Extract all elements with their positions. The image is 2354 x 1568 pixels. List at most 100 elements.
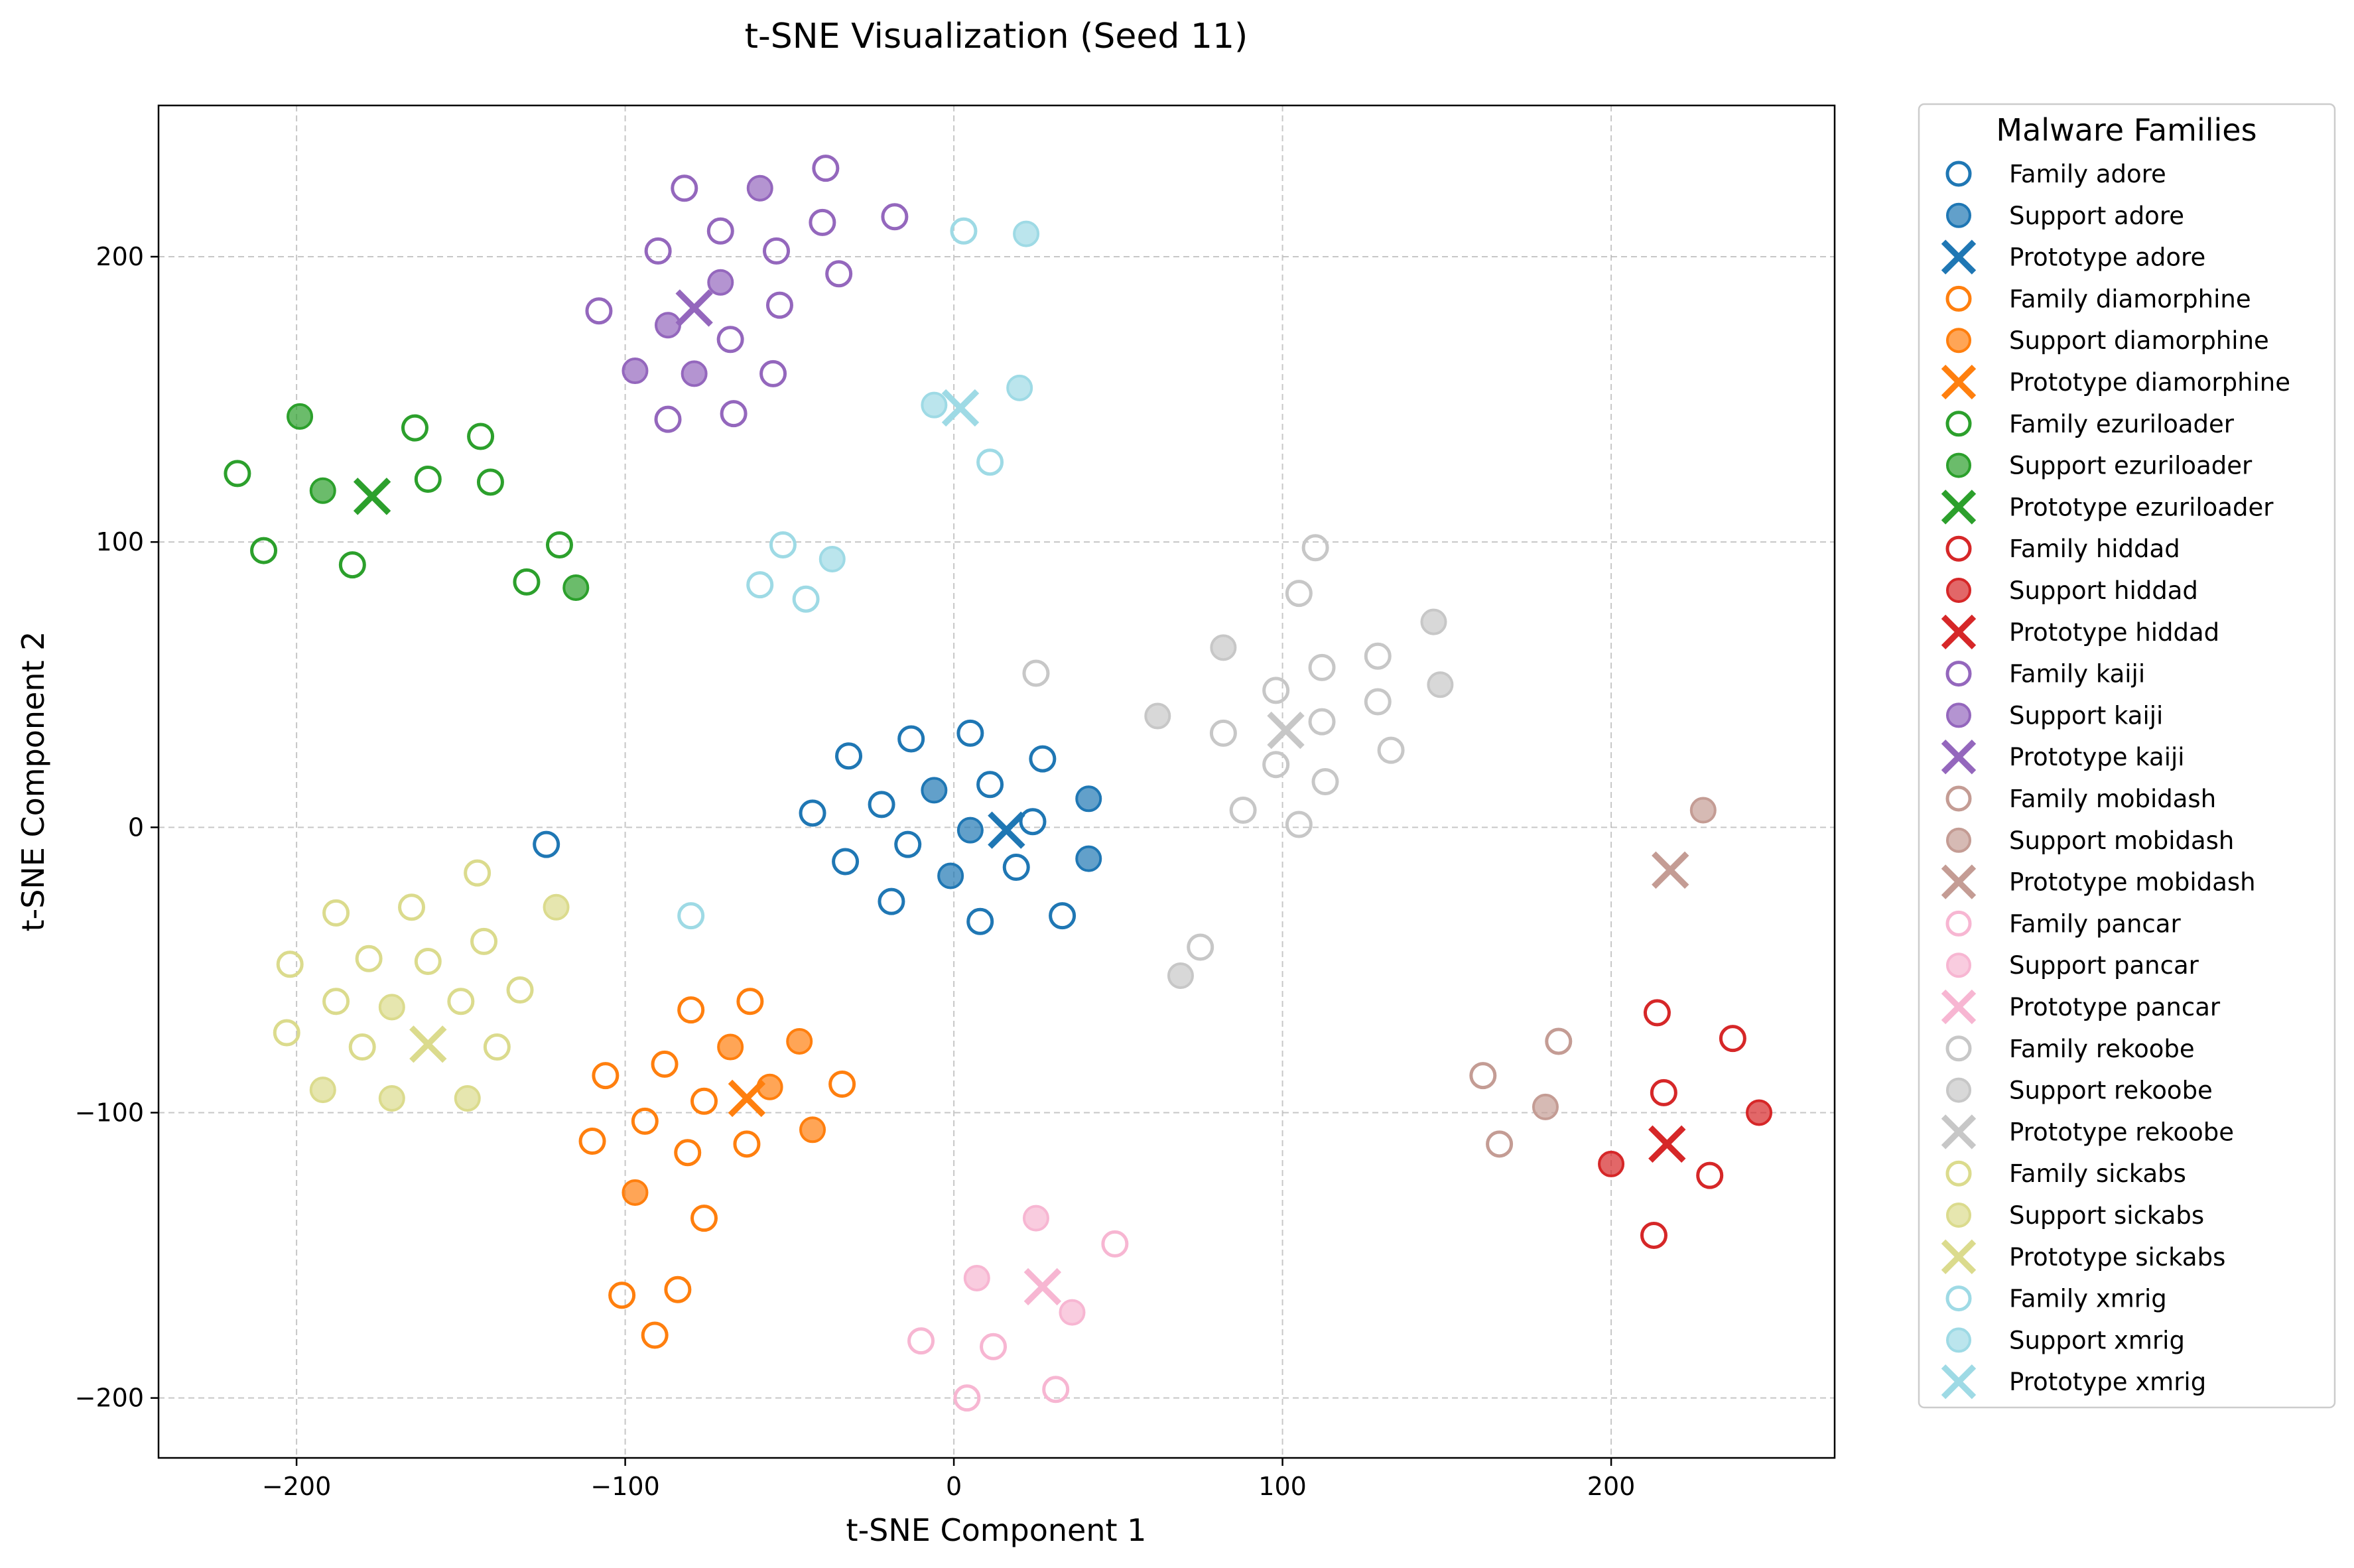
family-point-xmrig xyxy=(950,217,978,245)
x-tick-label: 0 xyxy=(946,1472,962,1501)
family-point-sickabs xyxy=(414,948,442,976)
support-point-diamorphine xyxy=(799,1116,826,1143)
family-point-ezuriloader xyxy=(401,414,428,442)
family-point-xmrig xyxy=(792,585,820,613)
legend-marker xyxy=(1945,161,1972,187)
support-point-rekoobe xyxy=(1420,608,1447,635)
support-point-diamorphine xyxy=(621,1179,649,1206)
legend-label: Support pancar xyxy=(2009,951,2199,980)
x-tick-label: −100 xyxy=(590,1472,659,1501)
family-point-pancar xyxy=(980,1333,1008,1360)
legend-marker xyxy=(1945,285,1972,312)
support-point-kaiji xyxy=(746,174,773,202)
family-point-adore xyxy=(832,848,860,876)
legend-marker xyxy=(1945,785,1972,812)
legend-label: Family diamorphine xyxy=(2009,285,2251,313)
family-point-xmrig xyxy=(769,531,797,558)
support-point-pancar xyxy=(1059,1299,1086,1326)
legend-marker xyxy=(1945,910,1972,937)
legend-marker xyxy=(1941,614,1977,649)
legend-family-rekoobe: Family rekoobe xyxy=(1945,1035,2195,1063)
prototype-marker-mobidash xyxy=(1652,851,1689,889)
legend-support-mobidash: Support mobidash xyxy=(1946,826,2234,855)
family-point-sickabs xyxy=(483,1033,511,1061)
prototype-marker-sickabs xyxy=(409,1025,447,1063)
support-point-hiddad xyxy=(1746,1099,1773,1126)
legend-marker xyxy=(1946,452,1971,478)
legend-marker xyxy=(1945,1035,1972,1062)
legend-family-sickabs: Family sickabs xyxy=(1945,1159,2186,1188)
legend-marker xyxy=(1941,239,1977,275)
legend-label: Prototype sickabs xyxy=(2009,1243,2225,1272)
legend-support-adore: Support adore xyxy=(1946,202,2184,230)
legend-label: Support ezuriloader xyxy=(2009,452,2253,480)
family-point-sickabs xyxy=(398,893,426,921)
legend-marker xyxy=(1945,661,1972,687)
family-point-adore xyxy=(956,719,984,747)
family-point-ezuriloader xyxy=(513,568,541,596)
family-point-ezuriloader xyxy=(338,551,366,579)
family-point-adore xyxy=(835,742,863,770)
legend-label: Prototype rekoobe xyxy=(2009,1118,2234,1146)
legend-family-adore: Family adore xyxy=(1945,160,2166,188)
legend-label: Family pancar xyxy=(2009,909,2181,938)
series-ezuriloader xyxy=(224,403,590,601)
prototype-marker-xmrig xyxy=(941,389,980,427)
legend-prototype-sickabs: Prototype sickabs xyxy=(1941,1239,2225,1274)
plot-area xyxy=(224,155,1773,1412)
legend-label: Support adore xyxy=(2009,202,2184,230)
family-point-kaiji xyxy=(706,217,734,245)
family-point-mobidash xyxy=(1469,1062,1497,1090)
family-point-sickabs xyxy=(447,988,475,1015)
legend-prototype-kaiji: Prototype kaiji xyxy=(1941,740,2185,775)
support-point-mobidash xyxy=(1532,1093,1559,1120)
legend-label: Prototype kaiji xyxy=(2009,743,2185,771)
family-point-hiddad xyxy=(1643,999,1671,1027)
legend-marker xyxy=(1941,864,1977,899)
legend-family-kaiji: Family kaiji xyxy=(1945,660,2145,688)
family-point-sickabs xyxy=(470,927,498,955)
legend-support-sickabs: Support sickabs xyxy=(1946,1201,2204,1230)
family-point-pancar xyxy=(1101,1230,1129,1258)
legend-label: Family hiddad xyxy=(2009,535,2180,563)
legend-family-hiddad: Family hiddad xyxy=(1945,535,2180,563)
family-point-ezuriloader xyxy=(250,537,278,564)
series-sickabs xyxy=(273,859,570,1112)
series-adore xyxy=(533,719,1102,935)
family-point-xmrig xyxy=(976,448,1004,476)
legend-support-pancar: Support pancar xyxy=(1946,951,2199,980)
family-point-kaiji xyxy=(716,326,744,354)
family-point-kaiji xyxy=(671,174,698,202)
legend-prototype-mobidash: Prototype mobidash xyxy=(1941,864,2256,899)
legend-label: Prototype mobidash xyxy=(2009,868,2256,897)
legend-label: Family xmrig xyxy=(2009,1285,2167,1313)
support-point-rekoobe xyxy=(1167,962,1194,990)
family-point-rekoobe xyxy=(1285,811,1313,838)
family-point-diamorphine xyxy=(651,1050,679,1078)
support-point-kaiji xyxy=(707,269,734,296)
y-tick-label: −200 xyxy=(75,1384,144,1413)
family-point-rekoobe xyxy=(1209,719,1237,747)
support-point-adore xyxy=(937,862,964,889)
y-tick-label: 0 xyxy=(128,813,144,842)
series-xmrig xyxy=(677,217,1040,930)
legend-support-hiddad: Support hiddad xyxy=(1946,576,2198,605)
family-point-rekoobe xyxy=(1308,653,1336,681)
legend: Malware Families Family adore Support ado… xyxy=(1918,103,2336,1409)
prototype-marker-pancar xyxy=(1023,1268,1062,1306)
family-point-ezuriloader xyxy=(224,460,251,488)
plot-frame xyxy=(157,104,1836,1459)
family-point-rekoobe xyxy=(1301,534,1329,562)
family-point-rekoobe xyxy=(1364,688,1392,716)
family-point-diamorphine xyxy=(828,1070,856,1098)
legend-label: Prototype diamorphine xyxy=(2009,368,2290,397)
family-point-adore xyxy=(1002,854,1030,882)
support-point-diamorphine xyxy=(717,1033,744,1061)
support-point-kaiji xyxy=(681,360,708,387)
legend-support-ezuriloader: Support ezuriloader xyxy=(1946,452,2253,480)
family-point-rekoobe xyxy=(1308,708,1336,736)
family-point-adore xyxy=(1019,808,1047,836)
legend-marker xyxy=(1945,1285,1972,1312)
legend-marker xyxy=(1946,1203,1971,1228)
series-kaiji xyxy=(585,155,909,433)
